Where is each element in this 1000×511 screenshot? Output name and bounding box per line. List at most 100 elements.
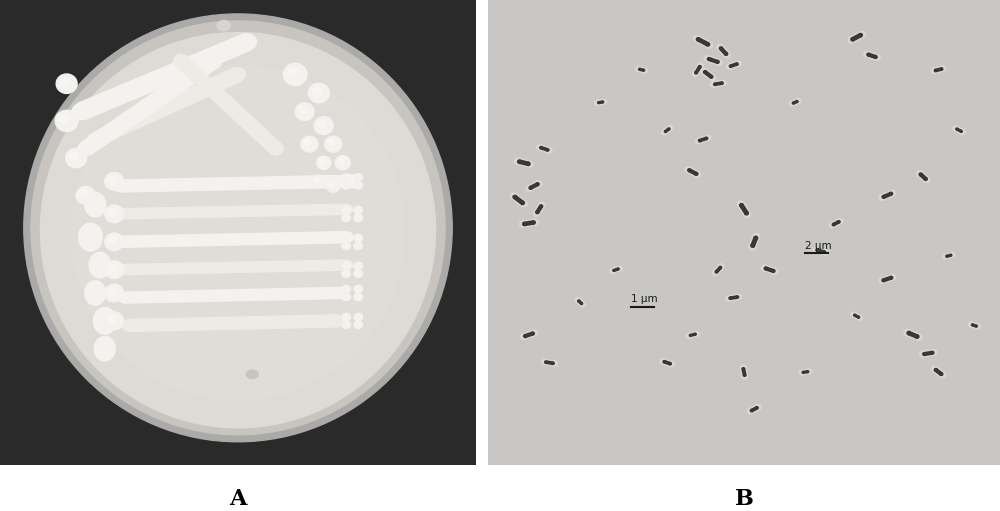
Ellipse shape [713, 270, 718, 275]
Polygon shape [935, 68, 942, 72]
Ellipse shape [692, 72, 698, 77]
Polygon shape [546, 361, 553, 364]
Ellipse shape [874, 55, 880, 60]
Ellipse shape [238, 34, 257, 50]
Ellipse shape [342, 242, 350, 249]
Ellipse shape [354, 242, 363, 249]
Ellipse shape [539, 202, 545, 208]
Ellipse shape [354, 234, 363, 242]
Ellipse shape [736, 296, 739, 298]
Polygon shape [119, 231, 348, 247]
Polygon shape [728, 61, 739, 69]
Polygon shape [933, 367, 944, 377]
Polygon shape [697, 135, 709, 144]
Ellipse shape [694, 332, 699, 336]
Ellipse shape [66, 148, 87, 168]
Ellipse shape [581, 303, 583, 305]
Polygon shape [525, 332, 533, 337]
Ellipse shape [342, 321, 350, 329]
Polygon shape [852, 34, 862, 41]
Ellipse shape [854, 314, 856, 316]
Text: 1 μm: 1 μm [631, 294, 658, 304]
Ellipse shape [526, 162, 530, 166]
Ellipse shape [719, 266, 722, 269]
Polygon shape [690, 333, 696, 336]
Ellipse shape [354, 214, 363, 222]
Ellipse shape [24, 14, 452, 442]
Ellipse shape [968, 322, 974, 327]
Ellipse shape [662, 130, 667, 135]
Polygon shape [751, 407, 758, 412]
Ellipse shape [342, 270, 350, 277]
Ellipse shape [523, 222, 526, 225]
Ellipse shape [521, 201, 524, 204]
Ellipse shape [772, 270, 775, 272]
Ellipse shape [354, 270, 363, 277]
Polygon shape [728, 294, 739, 301]
Ellipse shape [915, 334, 922, 340]
Ellipse shape [742, 374, 748, 379]
Polygon shape [730, 63, 737, 67]
Ellipse shape [315, 178, 320, 182]
Ellipse shape [792, 102, 794, 104]
Ellipse shape [832, 223, 835, 226]
Ellipse shape [695, 172, 701, 177]
Ellipse shape [515, 158, 521, 165]
Polygon shape [831, 219, 842, 227]
Ellipse shape [950, 252, 955, 257]
Ellipse shape [729, 297, 732, 299]
Ellipse shape [78, 142, 94, 156]
Ellipse shape [354, 293, 363, 300]
Ellipse shape [923, 353, 926, 356]
Polygon shape [523, 331, 535, 339]
Polygon shape [664, 361, 671, 365]
Ellipse shape [71, 65, 405, 400]
Polygon shape [662, 359, 672, 366]
Ellipse shape [342, 285, 350, 293]
Polygon shape [713, 80, 724, 87]
Ellipse shape [342, 313, 350, 320]
Ellipse shape [325, 136, 342, 152]
Polygon shape [114, 204, 348, 219]
Polygon shape [720, 48, 727, 55]
Ellipse shape [838, 221, 840, 223]
Ellipse shape [668, 128, 670, 130]
Ellipse shape [545, 361, 547, 363]
Polygon shape [176, 55, 281, 154]
Ellipse shape [308, 83, 329, 103]
Ellipse shape [295, 103, 314, 121]
Polygon shape [866, 52, 878, 60]
Polygon shape [972, 324, 977, 327]
Polygon shape [637, 66, 646, 73]
Ellipse shape [737, 201, 744, 207]
Ellipse shape [946, 256, 948, 257]
Ellipse shape [698, 140, 701, 142]
Ellipse shape [314, 117, 333, 134]
Ellipse shape [706, 43, 710, 46]
Ellipse shape [532, 221, 535, 224]
Ellipse shape [934, 368, 937, 371]
Ellipse shape [743, 374, 746, 377]
Polygon shape [524, 221, 534, 225]
Ellipse shape [931, 352, 934, 354]
Polygon shape [833, 221, 839, 226]
Ellipse shape [664, 131, 666, 132]
Ellipse shape [874, 56, 877, 58]
Ellipse shape [796, 99, 801, 103]
Polygon shape [793, 101, 797, 104]
Ellipse shape [40, 33, 436, 428]
Polygon shape [544, 359, 555, 366]
Polygon shape [740, 367, 748, 377]
Ellipse shape [689, 335, 691, 336]
Ellipse shape [341, 176, 354, 187]
Polygon shape [119, 260, 348, 275]
Ellipse shape [711, 82, 716, 87]
Ellipse shape [510, 193, 517, 199]
Polygon shape [639, 68, 644, 71]
Ellipse shape [529, 187, 532, 189]
Ellipse shape [622, 132, 917, 333]
Ellipse shape [317, 156, 331, 169]
Ellipse shape [578, 300, 580, 302]
Ellipse shape [122, 320, 135, 331]
Ellipse shape [342, 261, 353, 270]
